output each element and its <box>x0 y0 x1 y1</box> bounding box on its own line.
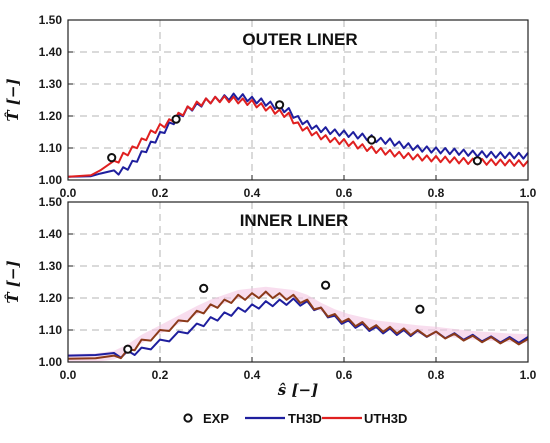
x-tick-label: 0.8 <box>428 186 445 200</box>
exp-point <box>171 114 181 124</box>
legend-label: EXP <box>203 411 229 426</box>
series-line-uth3d <box>67 290 529 360</box>
y-tick-label: 1.00 <box>39 173 63 187</box>
x-tick-label: 0.6 <box>336 368 353 382</box>
exp-point <box>472 156 482 166</box>
x-tick-label: 0.6 <box>336 186 353 200</box>
y-tick-label: 1.40 <box>39 45 63 59</box>
y-tick-label: 1.20 <box>39 291 63 305</box>
y-tick-label: 1.50 <box>39 195 63 209</box>
x-tick-label: 1.0 <box>520 186 537 200</box>
legend-marker-exp <box>183 413 193 423</box>
exp-point <box>123 344 133 354</box>
x-tick-label: 0.2 <box>152 368 169 382</box>
y-tick-label: 1.30 <box>39 259 63 273</box>
x-tick-label: 0.4 <box>244 186 261 200</box>
series-line-uth3d <box>67 95 529 178</box>
y-tick-label: 1.10 <box>39 323 63 337</box>
x-tick-label: 0.2 <box>152 186 169 200</box>
exp-point <box>107 153 117 163</box>
legend: EXP TH3D UTH3D <box>183 411 407 426</box>
exp-point <box>321 280 331 290</box>
inner-liner-panel: 1.00 1.10 1.20 1.30 1.40 1.50 0.0 0.2 0.4 0.6 0.8 1… <box>4 195 537 399</box>
y-tick-label: 1.40 <box>39 227 63 241</box>
panel-title: INNER LINER <box>240 211 349 230</box>
panel-title: OUTER LINER <box>242 30 357 49</box>
series-line-th3d <box>67 92 529 178</box>
x-tick-label: 0.0 <box>60 186 77 200</box>
x-axis-label: ŝ [−] <box>278 381 318 399</box>
exp-point <box>199 283 209 293</box>
plot-frame <box>67 201 529 363</box>
y-tick-label: 1.10 <box>39 141 63 155</box>
plot-frame <box>67 19 529 181</box>
y-tick-label: 1.00 <box>39 355 63 369</box>
outer-liner-panel: 1.00 1.10 1.20 1.30 1.40 1.50 0.0 0.2 0.4 0.6 0.8 1… <box>4 13 537 200</box>
y-axis-label: T̂ [−] <box>4 260 22 303</box>
exp-point <box>367 135 377 145</box>
exp-point <box>415 304 425 314</box>
y-axis-label: T̂ [−] <box>4 78 22 121</box>
x-tick-label: 1.0 <box>520 368 537 382</box>
y-tick-label: 1.50 <box>39 13 63 27</box>
x-tick-label: 0.4 <box>244 368 261 382</box>
x-tick-label: 0.0 <box>60 368 77 382</box>
exp-point <box>275 100 285 110</box>
y-tick-label: 1.20 <box>39 109 63 123</box>
legend-label: UTH3D <box>364 411 407 426</box>
y-tick-label: 1.30 <box>39 77 63 91</box>
x-tick-label: 0.8 <box>428 368 445 382</box>
legend-label: TH3D <box>288 411 322 426</box>
